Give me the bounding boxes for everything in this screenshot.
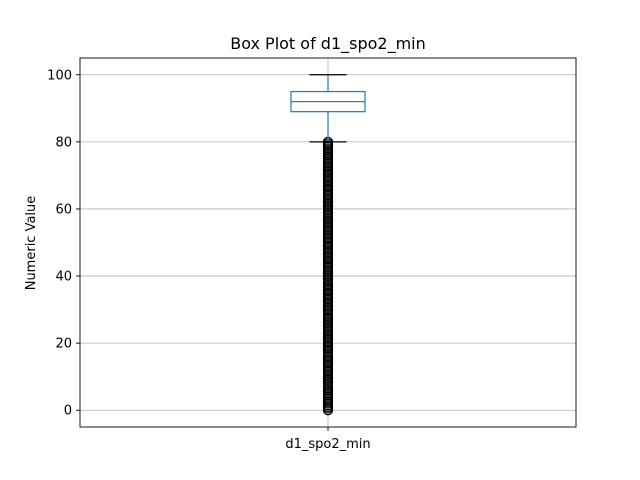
x-tick-label: d1_spo2_min [285,437,370,452]
y-tick-label: 80 [55,135,72,150]
axes: 0 20 40 60 80 100 [47,57,577,431]
box-plot [290,74,366,416]
y-tick-label: 0 [64,404,72,419]
y-tick-label: 60 [55,202,72,217]
y-tick-label: 20 [55,337,72,352]
chart-title: Box Plot of d1_spo2_min [230,34,426,54]
y-axis-label: Numeric Value [24,196,39,291]
y-tick-label: 100 [47,68,72,83]
y-tick-label: 40 [55,270,72,285]
